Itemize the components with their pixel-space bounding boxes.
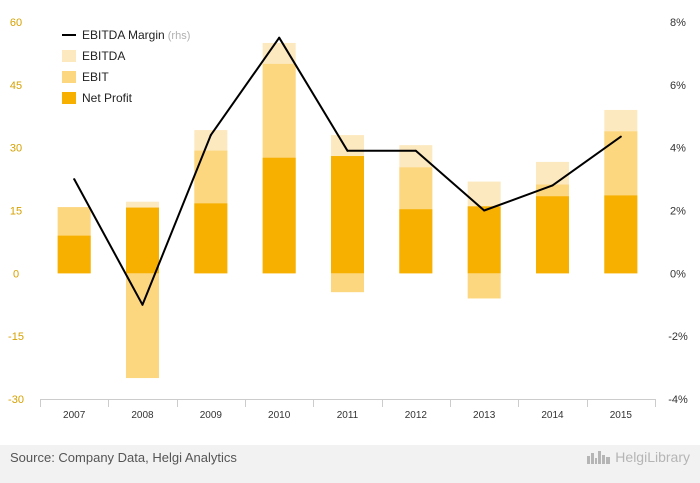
margin-point xyxy=(73,178,76,181)
margin-point xyxy=(346,149,349,152)
margin-point xyxy=(483,209,486,212)
helgi-library-logo[interactable]: HelgiLibrary xyxy=(587,449,690,465)
bar-ebit xyxy=(126,273,159,379)
legend-label: EBITDA Margin (rhs) xyxy=(82,28,190,42)
legend-label: Net Profit xyxy=(82,91,133,105)
margin-point xyxy=(551,184,554,187)
x-tick-label: 2013 xyxy=(473,410,496,421)
margin-point xyxy=(414,149,417,152)
legend-label: EBITDA xyxy=(82,49,125,63)
y-right-tick-label: 0% xyxy=(670,268,686,280)
margin-point xyxy=(278,36,281,39)
logo-text: HelgiLibrary xyxy=(615,449,690,465)
y-right-tick-label: -4% xyxy=(668,394,688,406)
y-left-tick-label: -15 xyxy=(8,331,24,343)
y-right-tick-label: 6% xyxy=(670,80,686,92)
margin-point xyxy=(619,135,622,138)
bar-net-profit xyxy=(262,157,296,274)
bar-net-profit xyxy=(194,203,228,274)
margin-point xyxy=(209,134,212,137)
x-tick-label: 2007 xyxy=(63,410,86,421)
y-right-tick-label: 4% xyxy=(670,143,686,155)
legend-suffix: (rhs) xyxy=(165,30,191,42)
legend-swatch-ebitda xyxy=(62,50,76,62)
y-left-tick-label: -30 xyxy=(8,394,24,406)
city-skyline-icon xyxy=(587,451,611,464)
footer: Source: Company Data, Helgi Analytics He… xyxy=(0,445,700,483)
y-left-tick-label: 60 xyxy=(10,17,22,29)
bar-net-profit xyxy=(467,206,501,274)
x-tick-label: 2009 xyxy=(200,410,223,421)
x-tick-label: 2014 xyxy=(541,410,564,421)
y-right-tick-label: -2% xyxy=(668,331,688,343)
x-tick-label: 2008 xyxy=(131,410,154,421)
y-left-tick-label: 45 xyxy=(10,80,22,92)
y-right-tick-label: 8% xyxy=(670,17,686,29)
legend-swatch-net-profit xyxy=(62,92,76,104)
y-left-tick-label: 30 xyxy=(10,143,22,155)
x-tick-label: 2010 xyxy=(268,410,291,421)
legend-label: EBIT xyxy=(82,70,109,84)
bar-net-profit xyxy=(126,207,159,274)
chart-area: 60 45 30 15 0 -15 -30 8% 6% 4% 2% 0% -2% -4% 2007 2008 2… xyxy=(8,17,688,421)
bar-net-profit xyxy=(331,156,364,274)
chart: 60 45 30 15 0 -15 -30 8% 6% 4% 2% 0% -2% -4% 2007 2008 2… xyxy=(8,17,688,421)
bar-ebit xyxy=(467,273,501,299)
bar-net-profit xyxy=(604,195,638,274)
y-left-tick-label: 15 xyxy=(10,206,22,218)
bar-net-profit xyxy=(399,209,433,274)
y-left-tick-label: 0 xyxy=(13,268,19,280)
legend-swatch-ebit xyxy=(62,71,76,83)
margin-point xyxy=(141,303,144,306)
bar-net-profit xyxy=(57,235,91,274)
bar-ebit xyxy=(331,273,364,293)
x-tick-label: 2015 xyxy=(610,410,633,421)
source-note: Source: Company Data, Helgi Analytics xyxy=(10,450,237,465)
bar-net-profit xyxy=(536,196,569,274)
y-right-tick-label: 2% xyxy=(670,206,686,218)
x-tick-label: 2012 xyxy=(405,410,428,421)
x-tick-label: 2011 xyxy=(337,410,359,421)
